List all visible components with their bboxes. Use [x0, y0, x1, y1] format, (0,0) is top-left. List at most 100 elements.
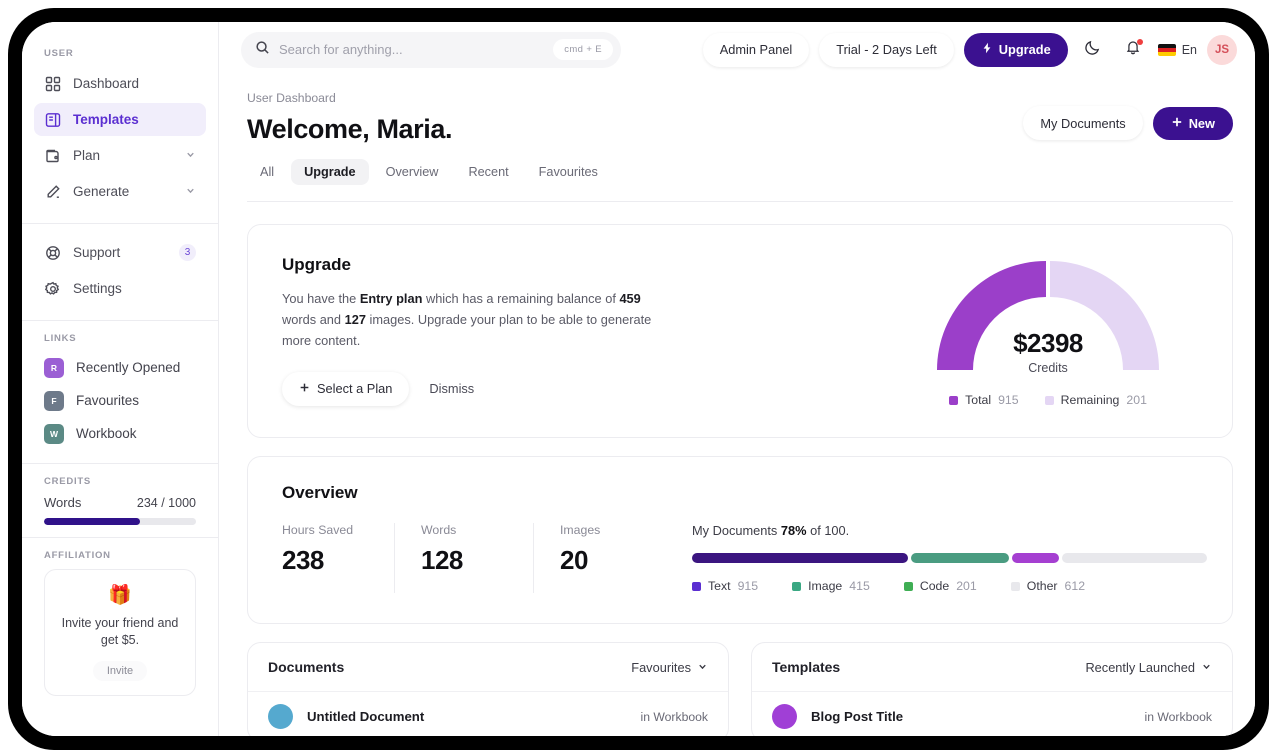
document-avatar-icon: [268, 704, 293, 729]
stat-value: 238: [282, 545, 324, 575]
bell-icon: [1125, 39, 1141, 60]
documents-filter-dropdown[interactable]: Favourites: [631, 660, 708, 675]
documents-card-header: Documents Favourites: [248, 643, 728, 692]
list-item[interactable]: Untitled Document in Workbook: [248, 692, 728, 736]
language-selector[interactable]: En: [1157, 43, 1197, 57]
select-a-plan-button[interactable]: Select a Plan: [282, 371, 410, 406]
upgrade-card: Upgrade You have the Entry plan which ha…: [247, 224, 1233, 438]
search-icon: [255, 40, 270, 60]
sidebar-section-label-affiliation: AFFILIATION: [44, 550, 111, 561]
affiliation-card: 🎁 Invite your friend and get $5. Invite: [44, 569, 196, 696]
topbar: cmd + E Admin Panel Trial - 2 Days Left …: [219, 22, 1255, 77]
divider: [22, 537, 218, 538]
gauge-svg: [937, 261, 1159, 370]
legend-swatch: [1010, 581, 1020, 591]
legend-value: 915: [998, 393, 1019, 407]
dismiss-button[interactable]: Dismiss: [429, 381, 475, 397]
lightning-icon: [981, 42, 993, 57]
sidebar-link-recently-opened[interactable]: R Recently Opened: [34, 352, 206, 383]
affiliation-text: Invite your friend and get $5.: [61, 616, 179, 647]
legend-swatch: [692, 581, 701, 591]
notification-dot: [1136, 38, 1143, 45]
sidebar-item-plan[interactable]: Plan: [34, 139, 206, 172]
templates-filter-dropdown[interactable]: Recently Launched: [1085, 660, 1212, 675]
list-item[interactable]: Blog Post Title in Workbook: [752, 692, 1232, 736]
upgrade-card-description: You have the Entry plan which has a rema…: [282, 289, 652, 352]
upgrade-desc-part4: images. Upgrade your plan to be able to …: [282, 311, 652, 348]
admin-panel-button[interactable]: Admin Panel: [702, 32, 810, 67]
select-a-plan-label: Select a Plan: [317, 381, 393, 397]
new-button[interactable]: New: [1152, 106, 1233, 140]
templates-card-header: Templates Recently Launched: [752, 643, 1232, 692]
gauge-sublabel: Credits: [1028, 361, 1068, 375]
bar-segment-other: [1062, 553, 1207, 563]
sidebar-item-support[interactable]: Support 3: [34, 236, 206, 269]
credits-row: Words 234 / 1000: [34, 495, 206, 510]
search-shortcut-badge: cmd + E: [553, 39, 613, 60]
trial-status-pill[interactable]: Trial - 2 Days Left: [819, 32, 954, 67]
invite-button[interactable]: Invite: [92, 660, 148, 681]
sidebar-link-workbook[interactable]: W Workbook: [34, 418, 206, 449]
sidebar-section-label-user: USER: [44, 48, 74, 59]
search-input[interactable]: [279, 42, 545, 57]
tab-favourites[interactable]: Favourites: [538, 165, 598, 179]
chevron-down-icon: [185, 148, 196, 163]
legend-label: Total: [965, 393, 992, 407]
sidebar-links-section: LINKS R Recently Opened F Favourites W W…: [22, 333, 218, 451]
legend-value: 415: [849, 579, 870, 593]
gauge-arc: $2398 Credits: [933, 255, 1163, 381]
gauge-segment-remaining: [1050, 261, 1159, 370]
plus-icon: [1171, 116, 1183, 131]
sidebar-item-label: Generate: [73, 184, 130, 199]
upgrade-desc-part1: You have the: [282, 291, 360, 306]
divider: [22, 463, 218, 464]
gear-icon: [44, 280, 61, 297]
notifications-button[interactable]: [1118, 35, 1148, 65]
sidebar-support-section: Support 3 Settings: [22, 236, 218, 308]
dark-mode-toggle[interactable]: [1078, 35, 1108, 65]
sidebar-link-favourites[interactable]: F Favourites: [34, 385, 206, 416]
stacked-progress-bar: [692, 553, 1207, 563]
legend-swatch: [903, 581, 913, 591]
documents-card: Documents Favourites Untitled Document: [247, 642, 729, 736]
search-bar[interactable]: cmd + E: [241, 31, 621, 68]
tab-all[interactable]: All: [260, 165, 275, 179]
stat-label: Words: [421, 523, 457, 537]
legend-item-other: Other 612: [1010, 579, 1085, 593]
germany-flag-icon: [1157, 43, 1176, 56]
template-location: in Workbook: [1144, 709, 1212, 724]
sidebar: USER Dashboard: [22, 22, 219, 736]
documents-card-title: Documents: [268, 659, 345, 675]
templates-card: Templates Recently Launched Blog Post Ti…: [751, 642, 1233, 736]
upgrade-words-remaining: 459: [619, 291, 641, 306]
sidebar-section-label-credits: CREDITS: [44, 476, 92, 487]
sidebar-user-section: USER Dashboard: [22, 22, 218, 211]
avatar[interactable]: JS: [1207, 34, 1237, 65]
sidebar-item-generate[interactable]: Generate: [34, 175, 206, 208]
sidebar-link-label: Workbook: [76, 426, 137, 441]
chevron-down-icon: [185, 184, 196, 199]
my-documents-button[interactable]: My Documents: [1023, 106, 1143, 140]
legend-swatch: [792, 581, 802, 591]
stat-value: 128: [421, 545, 463, 575]
credits-value: 234 / 1000: [136, 496, 196, 510]
upgrade-button[interactable]: Upgrade: [963, 32, 1068, 67]
document-location: in Workbook: [640, 709, 708, 724]
document-name: Untitled Document: [307, 709, 425, 724]
overview-body: Hours Saved 238 Words 128 Images 20: [282, 523, 1207, 593]
tab-recent[interactable]: Recent: [468, 165, 509, 179]
tab-upgrade[interactable]: Upgrade: [291, 159, 369, 185]
tab-overview[interactable]: Overview: [385, 165, 439, 179]
stat-label: Images: [560, 523, 601, 537]
upgrade-desc-part2: which has a remaining balance of: [422, 291, 620, 306]
legend-value: 201: [956, 579, 977, 593]
sidebar-item-templates[interactable]: Templates: [34, 103, 206, 136]
sidebar-item-settings[interactable]: Settings: [34, 272, 206, 305]
new-button-label: New: [1188, 115, 1215, 131]
sidebar-item-label: Plan: [73, 148, 101, 163]
usage-legend: Text 915 Image 415 Cod: [692, 579, 1198, 593]
sidebar-item-label: Support: [73, 245, 121, 260]
sidebar-item-dashboard[interactable]: Dashboard: [34, 67, 206, 100]
templates-filter-label: Recently Launched: [1085, 659, 1195, 675]
bar-segment-text: [692, 553, 909, 563]
